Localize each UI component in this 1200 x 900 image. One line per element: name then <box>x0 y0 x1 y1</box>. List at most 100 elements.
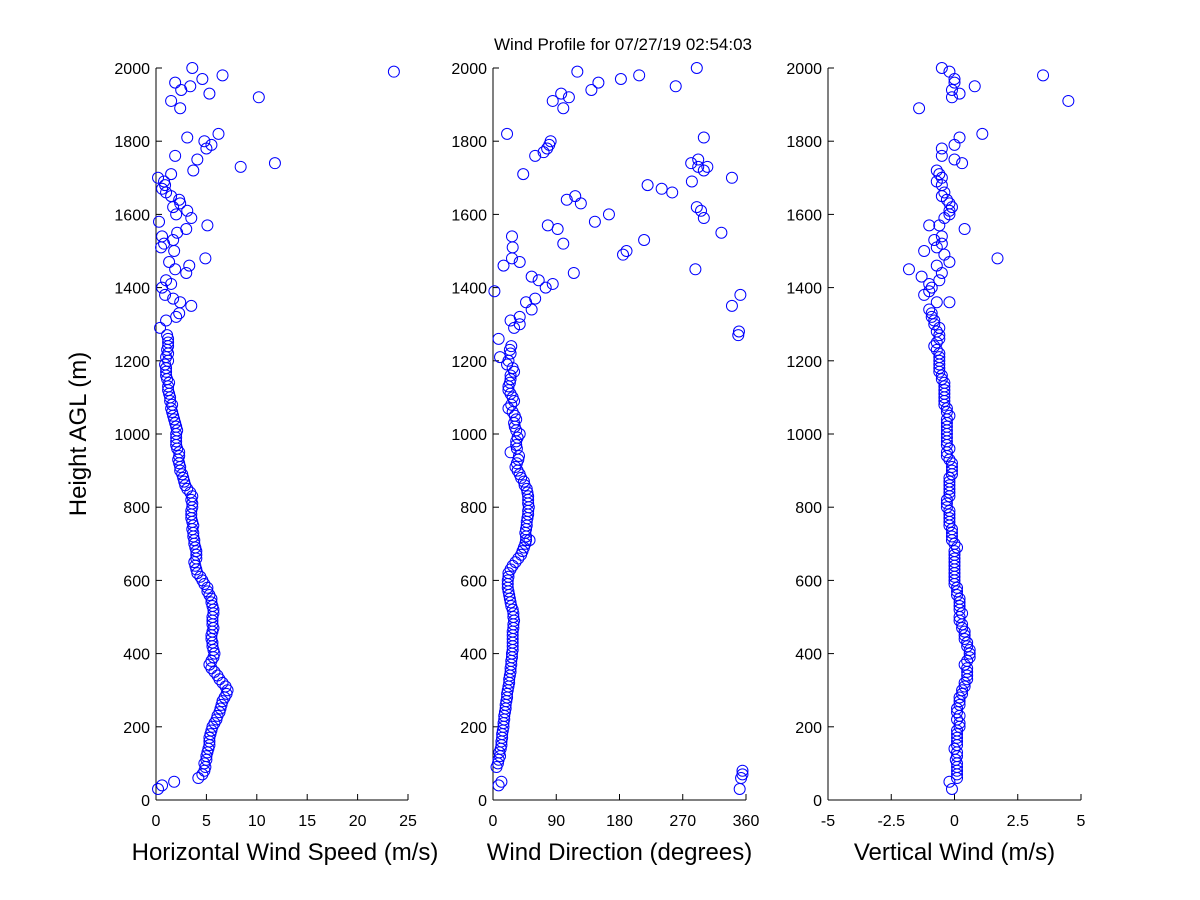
vertical-data-point <box>945 523 958 536</box>
direction-data-point <box>690 62 703 74</box>
hspeed-data-point <box>174 102 187 115</box>
hspeed-data-point <box>167 409 180 422</box>
y-tick-label: 600 <box>795 573 822 590</box>
direction-data-point <box>492 332 505 345</box>
hspeed-data-point <box>198 135 211 148</box>
vertical-data-point <box>938 186 951 199</box>
vertical-data-point <box>930 343 943 356</box>
vertical-data-point <box>933 168 946 181</box>
hspeed-data-point <box>165 168 178 181</box>
direction-data-point <box>507 607 520 620</box>
vertical-data-point <box>935 266 948 279</box>
hspeed-data-point <box>158 175 171 188</box>
hspeed-data-point <box>201 585 214 598</box>
direction-data-point <box>517 475 530 488</box>
vertical-data-point <box>948 537 961 550</box>
direction-data-point <box>546 94 559 107</box>
hspeed-data-point <box>155 241 168 254</box>
direction-data-point <box>541 142 554 155</box>
x-tick-label: 15 <box>298 813 316 830</box>
direction-data-point <box>525 303 538 316</box>
direction-data-point <box>501 574 514 587</box>
x-tick-label: 270 <box>669 813 696 830</box>
hspeed-data-point <box>167 292 180 305</box>
hspeed-data-point <box>201 746 214 759</box>
vertical-data-point <box>938 248 951 261</box>
direction-data-point <box>617 248 630 261</box>
hspeed-data-point <box>181 131 194 144</box>
direction-data-point <box>692 153 705 166</box>
vertical-data-point <box>943 512 956 525</box>
direction-data-point <box>495 775 508 788</box>
vertical-data-point <box>935 149 948 162</box>
direction-data-point <box>701 160 714 173</box>
direction-data-point <box>525 270 538 283</box>
vertical-data-point <box>945 460 958 473</box>
direction-data-point <box>620 245 633 257</box>
direction-data-point <box>669 80 682 93</box>
vertical-data-point <box>961 640 974 653</box>
hspeed-data-point <box>205 724 218 737</box>
hspeed-data-point <box>168 245 181 257</box>
direction-data-point <box>692 160 705 173</box>
hspeed-data-point <box>156 779 169 792</box>
hspeed-data-point <box>171 424 184 437</box>
vertical-data-point <box>945 83 958 96</box>
direction-data-point <box>504 347 517 360</box>
y-tick-label: 200 <box>123 720 150 737</box>
direction-data-point <box>502 570 515 583</box>
vertical-data-point <box>943 409 956 422</box>
hspeed-data-point <box>252 91 265 104</box>
y-tick-label: 200 <box>795 720 822 737</box>
hspeed-data-point <box>173 193 186 206</box>
direction-data-point <box>518 479 531 492</box>
hspeed-data-point <box>216 69 229 82</box>
hspeed-data-point <box>173 307 186 320</box>
vertical-data-point <box>953 695 966 708</box>
vertical-data-point <box>938 376 951 389</box>
hspeed-data-point <box>174 197 187 210</box>
vertical-data-point <box>951 731 964 744</box>
hspeed-data-point <box>160 274 173 287</box>
direction-data-point <box>633 69 646 82</box>
hspeed-data-point <box>187 164 200 177</box>
hspeed-data-point <box>169 149 182 162</box>
direction-data-point <box>736 764 749 777</box>
direction-data-point <box>513 255 526 268</box>
vertical-data-point <box>940 493 953 506</box>
y-tick-label: 2000 <box>114 61 150 78</box>
y-tick-label: 1400 <box>786 281 822 298</box>
direction-data-point <box>506 391 519 404</box>
y-tick-label: 1600 <box>786 207 822 224</box>
vertical-data-point <box>935 142 948 155</box>
hspeed-data-point <box>199 252 212 265</box>
hspeed-data-point <box>185 299 198 312</box>
y-tick-label: 800 <box>123 500 150 517</box>
vertical-data-point <box>948 545 961 558</box>
vertical-data-point <box>951 589 964 602</box>
vertical-data-point <box>940 420 953 433</box>
x-tick-label: 25 <box>399 813 417 830</box>
direction-data-point <box>546 277 559 290</box>
x-tick-label: 180 <box>606 813 633 830</box>
direction-data-point <box>569 190 582 203</box>
direction-data-point <box>513 468 526 481</box>
vertical-data-point <box>953 717 966 730</box>
vertical-data-point <box>948 153 961 166</box>
hspeed-data-point <box>159 358 172 371</box>
direction-data-point <box>506 241 519 254</box>
vertical-data-point <box>943 504 956 517</box>
direction-data-point <box>666 186 679 199</box>
vertical-data-point <box>945 201 958 214</box>
direction-data-point <box>494 351 507 364</box>
y-tick-label: 1400 <box>114 281 150 298</box>
hspeed-data-point <box>215 698 228 711</box>
vertical-data-point <box>938 380 951 393</box>
y-tick-label: 800 <box>460 500 487 517</box>
hspeed-data-point <box>187 519 200 532</box>
direction-data-point <box>557 102 570 115</box>
direction-data-point <box>641 179 654 192</box>
direction-data-point <box>505 340 518 353</box>
vertical-data-point <box>925 307 938 320</box>
hspeed-data-point <box>159 288 172 301</box>
